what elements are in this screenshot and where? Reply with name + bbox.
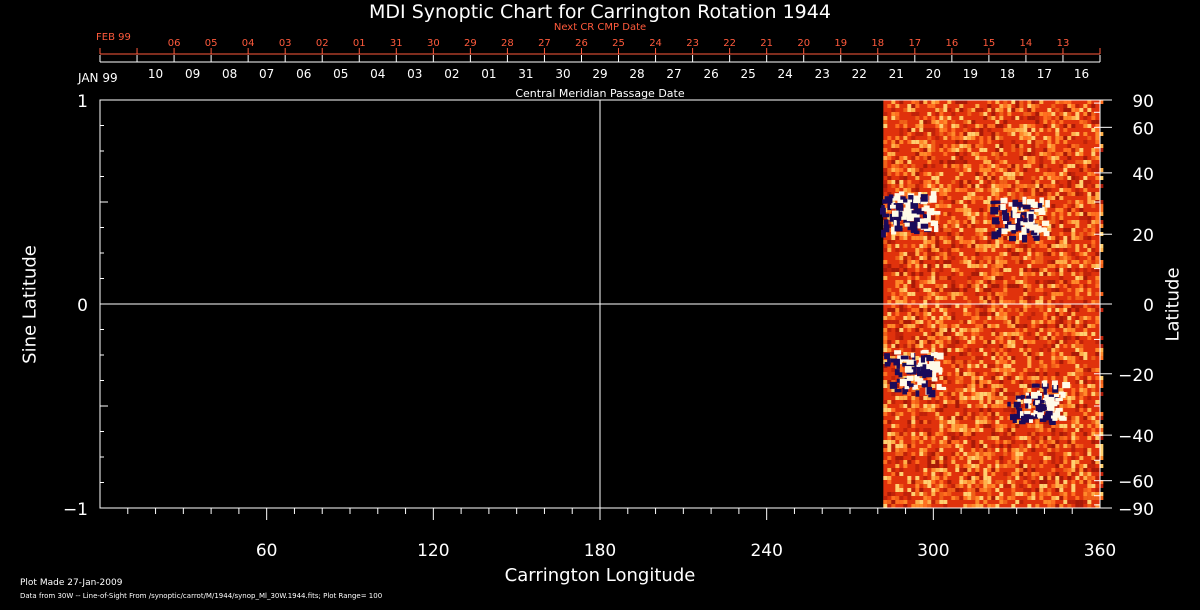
next-cr-date-label: 01 (353, 38, 366, 49)
y-tick-label-left: −1 (63, 500, 88, 520)
cmp-date-label: 19 (963, 67, 978, 81)
cmp-date-label: 16 (1074, 67, 1089, 81)
next-cr-date-label: 03 (279, 38, 292, 49)
plot-made-note: Plot Made 27-Jan-2009 (20, 578, 123, 588)
next-cr-date-label: 25 (612, 38, 625, 49)
next-cr-date-label: 04 (242, 38, 255, 49)
cmp-date-label: 23 (815, 67, 830, 81)
cmp-date-label: 17 (1037, 67, 1052, 81)
cmp-date-label: 21 (889, 67, 904, 81)
next-cr-date-label: 18 (871, 38, 884, 49)
x-tick-label: 60 (256, 541, 278, 561)
next-cr-date-label: 14 (1020, 38, 1033, 49)
y-tick-label-right: 0 (1143, 296, 1154, 316)
cmp-date-label: 29 (592, 67, 607, 81)
next-cr-date-label: 13 (1057, 38, 1070, 49)
next-cr-date-label: 24 (649, 38, 662, 49)
cmp-date-label: 01 (481, 67, 496, 81)
cmp-date-label: 26 (703, 67, 718, 81)
cmp-date-label: 28 (629, 67, 644, 81)
x-tick-label: 360 (1084, 541, 1116, 561)
next-cr-date-label: 15 (983, 38, 996, 49)
data-source-note: Data from 30W -- Line-of-Sight From /syn… (20, 592, 383, 600)
top-axis-start-month: JAN 99 (78, 71, 118, 85)
chart-title: MDI Synoptic Chart for Carrington Rotati… (369, 1, 831, 23)
y-axis-label-left: Sine Latitude (19, 245, 41, 364)
cmp-date-label: 07 (259, 67, 274, 81)
cmp-date-label: 30 (555, 67, 570, 81)
next-cr-date-label: 17 (908, 38, 921, 49)
next-cr-date-label: 16 (945, 38, 958, 49)
y-axis-label-right: Latitude (1162, 267, 1184, 342)
next-cr-date-label: 22 (723, 38, 736, 49)
y-tick-label-right: 40 (1132, 165, 1154, 185)
next-cr-date-label: 19 (834, 38, 847, 49)
cmp-date-label: 27 (666, 67, 681, 81)
next-cr-date-label: 23 (686, 38, 699, 49)
y-tick-label-right: −90 (1118, 500, 1154, 520)
x-tick-label: 180 (584, 541, 616, 561)
cmp-date-label: 22 (852, 67, 867, 81)
next-cr-date-label: 26 (575, 38, 588, 49)
top-axis-label: Central Meridian Passage Date (515, 87, 685, 100)
y-tick-label-left: 0 (77, 296, 88, 316)
y-tick-label-right: −40 (1118, 427, 1154, 447)
x-tick-label: 240 (750, 541, 782, 561)
y-tick-label-right: 90 (1132, 92, 1154, 112)
next-cr-date-label: 21 (760, 38, 773, 49)
next-cr-date-label: 06 (168, 38, 181, 49)
next-cr-date-label: 05 (205, 38, 218, 49)
cmp-date-label: 10 (148, 67, 163, 81)
cmp-date-label: 09 (185, 67, 200, 81)
y-tick-label-right: −60 (1118, 473, 1154, 493)
x-axis-label: Carrington Longitude (504, 565, 696, 586)
x-tick-label: 300 (917, 541, 949, 561)
cmp-date-label: 18 (1000, 67, 1015, 81)
next-cr-date-label: 20 (797, 38, 810, 49)
next-cr-date-label: 02 (316, 38, 329, 49)
x-tick-label: 120 (417, 541, 449, 561)
y-tick-label-left: 1 (77, 92, 88, 112)
next-cr-date-label: 28 (501, 38, 514, 49)
active-region-3 (884, 349, 947, 398)
cmp-date-label: 05 (333, 67, 348, 81)
active-region-4 (1007, 380, 1071, 425)
next-cr-start-month: FEB 99 (96, 32, 131, 43)
active-region-1 (879, 191, 941, 238)
next-cr-date-label: 27 (538, 38, 551, 49)
cmp-date-label: 03 (407, 67, 422, 81)
active-region-2 (990, 196, 1050, 243)
cmp-date-label: 06 (296, 67, 311, 81)
cmp-date-label: 08 (222, 67, 237, 81)
cmp-date-label: 02 (444, 67, 459, 81)
cmp-date-label: 20 (926, 67, 941, 81)
next-cr-date-label: 31 (390, 38, 403, 49)
next-cr-date-label: 30 (427, 38, 440, 49)
cmp-date-label: 24 (778, 67, 793, 81)
cmp-date-label: 31 (518, 67, 533, 81)
next-cr-label: Next CR CMP Date (553, 22, 647, 33)
cmp-date-label: 04 (370, 67, 385, 81)
y-tick-label-right: −20 (1118, 366, 1154, 386)
y-tick-label-right: 60 (1132, 119, 1154, 139)
next-cr-date-label: 29 (464, 38, 477, 49)
cmp-date-label: 25 (741, 67, 756, 81)
y-tick-label-right: 20 (1132, 226, 1154, 246)
